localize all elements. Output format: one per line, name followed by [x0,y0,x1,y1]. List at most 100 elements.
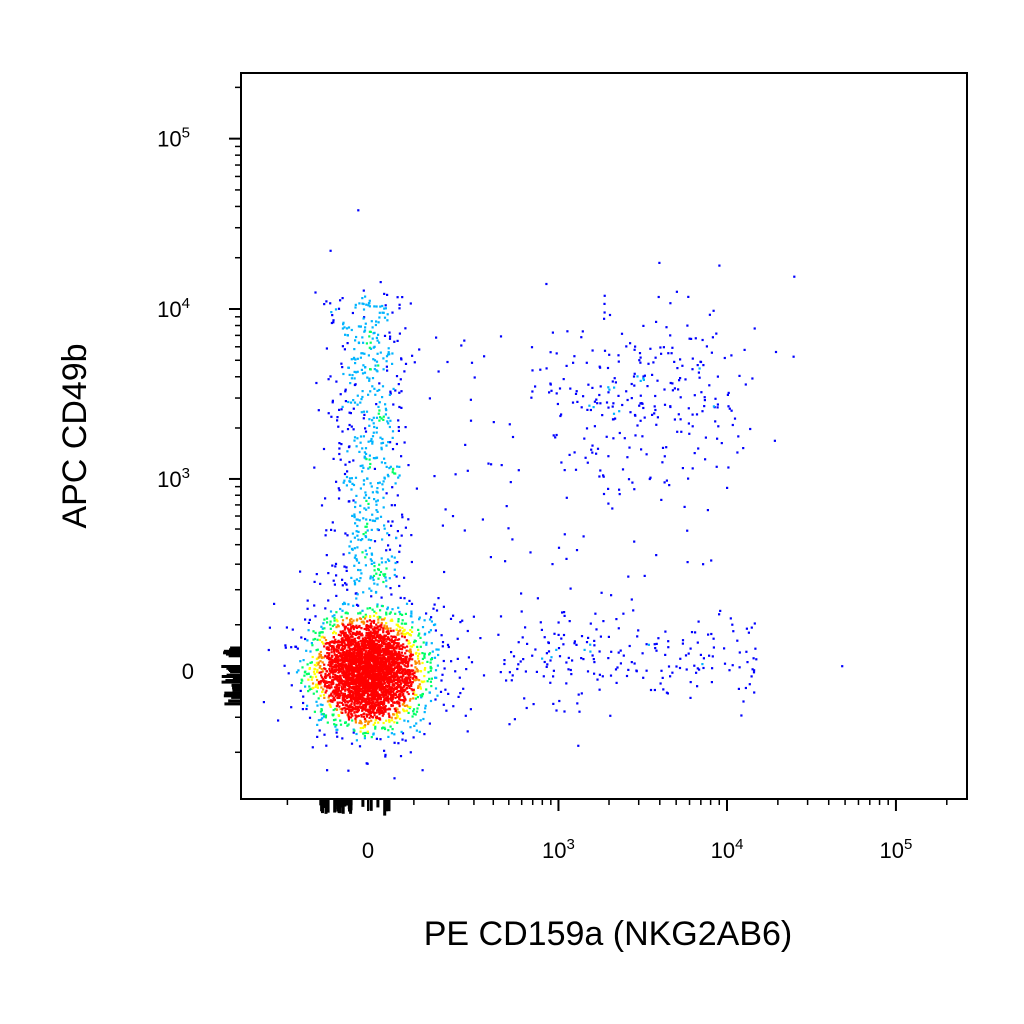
event-dot [345,707,348,710]
event-dot [569,587,572,590]
event-dot [508,423,511,426]
event-dot [348,687,351,690]
event-dot [361,464,364,467]
event-dot [743,348,746,351]
event-dot [381,727,384,730]
event-dot [349,666,352,669]
event-dot [380,693,383,696]
event-dot [333,617,336,620]
event-dot [412,708,416,711]
event-dot [389,587,392,590]
event-dot [614,417,617,420]
event-dot [469,398,472,401]
event-dot [335,675,338,678]
event-dot [344,701,347,704]
event-dot [329,641,332,644]
event-dot [376,339,379,342]
event-dot [530,346,534,349]
event-dot [363,617,367,620]
event-dot [392,387,395,390]
event-dot [369,708,372,712]
event-dot [339,708,342,711]
event-dot [317,680,320,684]
event-dot [337,307,341,310]
event-dot [357,325,360,328]
event-dot [602,620,605,623]
event-dot [352,676,355,679]
event-dot [598,673,601,676]
event-dot [368,466,371,469]
event-dot [346,450,349,453]
event-dot [565,557,568,560]
event-dot [330,700,334,703]
event-dot [497,633,500,636]
event-dot [418,662,421,665]
event-dot [329,644,332,648]
event-dot [396,702,399,705]
event-dot [361,650,364,654]
event-dot [385,585,388,588]
event-dot [353,701,356,704]
event-dot [384,661,387,664]
event-dot [697,447,700,450]
event-dot [355,716,358,719]
event-dot [748,683,751,686]
event-dot [353,692,356,695]
event-dot [423,668,426,671]
event-dot [341,430,344,433]
event-dot [376,510,379,513]
event-dot [331,695,334,698]
event-dot [503,659,506,662]
event-dot [316,723,319,726]
event-dot [452,614,455,617]
event-dot [393,661,396,664]
event-dot [636,424,639,427]
event-dot [363,655,366,658]
event-dot [653,405,656,408]
event-dot [362,691,365,694]
event-dot [375,676,379,679]
event-dot [384,407,387,410]
event-dot [372,671,375,674]
event-dot [328,694,331,697]
event-dot [347,679,350,682]
event-dot [413,639,416,642]
event-dot [396,664,399,667]
event-dot [353,662,356,666]
event-dot [333,649,336,652]
event-dot [351,714,354,717]
event-dot [312,630,315,633]
event-dot [608,388,611,391]
event-dot [369,715,372,718]
event-dot [561,611,564,614]
event-dot [347,669,351,672]
event-dot [343,659,346,662]
event-dot [384,645,387,648]
event-dot [622,654,625,657]
event-dot [368,646,371,649]
event-dot [372,655,375,658]
event-dot [636,635,639,638]
event-dot [410,534,413,537]
event-dot [744,383,747,386]
event-dot [396,465,399,468]
event-dot [335,574,338,577]
event-dot [377,711,380,714]
event-dot [344,698,347,701]
event-dot [378,672,381,675]
event-dot [348,445,351,448]
event-dot [390,555,393,558]
event-dot [340,649,343,652]
event-dot [423,711,426,714]
event-dot [555,352,558,355]
event-dot [400,357,403,360]
event-dot [373,359,377,362]
event-dot [357,341,360,344]
event-dot [373,644,376,647]
event-dot [339,674,342,677]
event-dot [376,352,379,355]
event-dot [367,393,370,396]
event-dot [651,413,654,416]
event-dot [384,710,387,713]
event-dot [359,464,362,468]
